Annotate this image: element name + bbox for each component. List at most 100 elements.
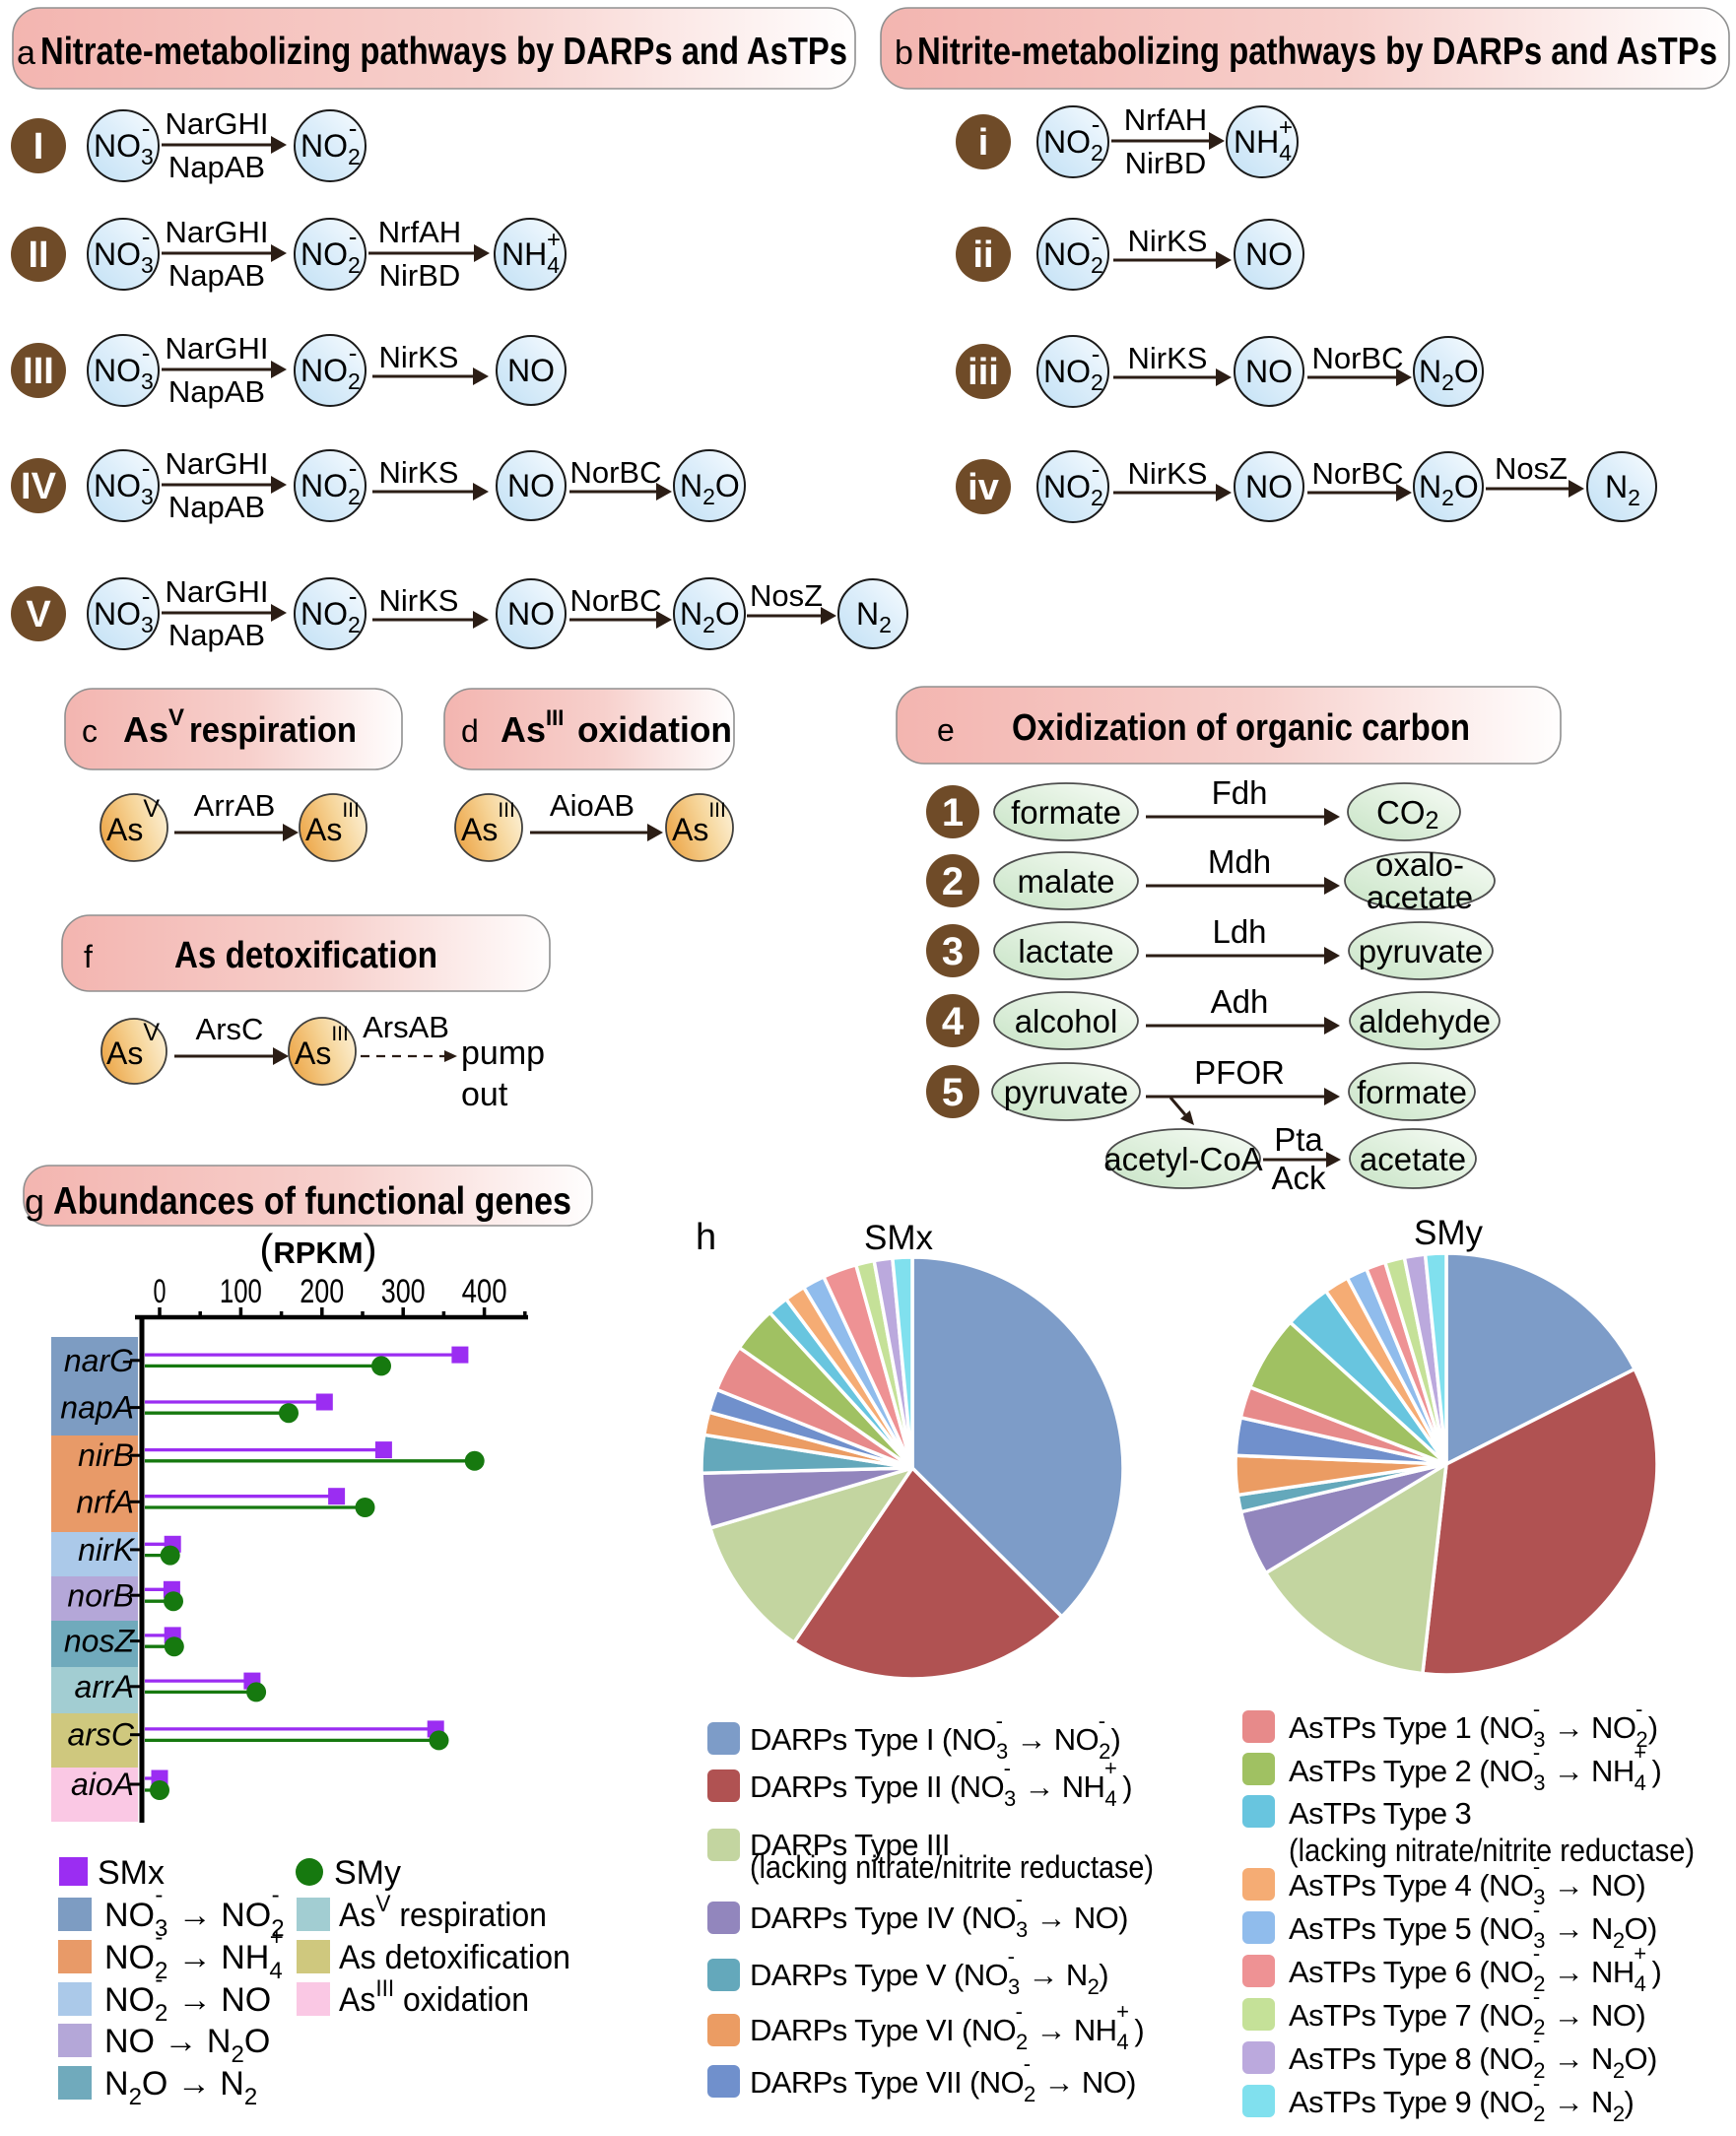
svg-text:II: II — [28, 234, 48, 276]
svg-text:Fdh: Fdh — [1212, 774, 1268, 811]
svg-text:napA: napA — [60, 1390, 134, 1426]
svg-text:IV: IV — [21, 466, 57, 507]
svg-text:acetate: acetate — [1367, 879, 1473, 915]
svg-text:c: c — [82, 713, 98, 749]
svg-text:DARPs Type II (NO3- → NH4+): DARPs Type II (NO3- → NH4+) — [750, 1756, 1132, 1811]
svg-text:Abundances of functional genes: Abundances of functional genes — [53, 1180, 571, 1223]
svg-text:Adh: Adh — [1211, 983, 1269, 1020]
svg-text:arsC: arsC — [67, 1717, 134, 1753]
svg-text:DARPs Type VII (NO2- → NO): DARPs Type VII (NO2- → NO) — [750, 2051, 1136, 2106]
svg-text:alcohol: alcohol — [1015, 1003, 1118, 1039]
svg-text:NarGHI: NarGHI — [165, 574, 268, 609]
svg-text:N2O: N2O — [1419, 469, 1479, 510]
svg-text:DARPs Type IV (NO3- → NO): DARPs Type IV (NO3- → NO) — [750, 1887, 1128, 1942]
svg-text:DARPs Type V (NO3- → N2): DARPs Type V (NO3- → N2) — [750, 1944, 1108, 1999]
svg-text:N2O → N2: N2O → N2 — [104, 2065, 257, 2110]
svg-text:As detoxification: As detoxification — [339, 1939, 570, 1976]
svg-text:h: h — [696, 1217, 716, 1258]
svg-text:(lacking nitrate/nitrite reduc: (lacking nitrate/nitrite reductase) — [1289, 1833, 1695, 1868]
svg-text:NO: NO — [507, 468, 555, 503]
svg-text:NirKS: NirKS — [1128, 224, 1208, 258]
svg-text:out: out — [461, 1076, 508, 1113]
svg-text:AsIII: AsIII — [501, 705, 564, 750]
svg-text:AioAB: AioAB — [550, 788, 634, 823]
svg-text:200: 200 — [300, 1273, 344, 1310]
svg-text:ArsAB: ArsAB — [363, 1010, 449, 1044]
svg-text:300: 300 — [381, 1273, 426, 1310]
svg-text:NO: NO — [1245, 236, 1293, 272]
svg-text:aioA: aioA — [71, 1767, 134, 1802]
svg-text:As detoxification: As detoxification — [174, 935, 437, 976]
svg-text:AsTPs Type 6 (NO2- → NH4+): AsTPs Type 6 (NO2- → NH4+) — [1289, 1941, 1661, 1996]
svg-text:NO: NO — [507, 596, 555, 632]
svg-text:NosZ: NosZ — [750, 578, 823, 613]
svg-text:NapAB: NapAB — [168, 490, 265, 524]
svg-text:lactate: lactate — [1018, 933, 1113, 969]
svg-text:III: III — [23, 351, 54, 392]
svg-text:NO → N2O: NO → N2O — [104, 2023, 270, 2068]
svg-text:AsV respiration: AsV respiration — [339, 1891, 547, 1934]
svg-text:NorBC: NorBC — [569, 455, 661, 490]
svg-text:pyruvate: pyruvate — [1004, 1074, 1129, 1110]
svg-text:100: 100 — [220, 1273, 262, 1310]
svg-text:Mdh: Mdh — [1208, 843, 1271, 880]
svg-text:nirB: nirB — [78, 1437, 134, 1473]
svg-text:acetate: acetate — [1360, 1141, 1466, 1177]
svg-text:NirKS: NirKS — [1128, 341, 1208, 375]
svg-text:norB: norB — [67, 1577, 134, 1613]
svg-text:respiration: respiration — [189, 709, 357, 750]
svg-text:AsTPs Type 3: AsTPs Type 3 — [1289, 1796, 1471, 1831]
svg-text:NO: NO — [507, 353, 555, 388]
svg-text:DARPs Type VI (NO2- → NH4+): DARPs Type VI (NO2- → NH4+) — [750, 1999, 1144, 2054]
svg-text:Ldh: Ldh — [1212, 913, 1266, 950]
svg-text:N2O: N2O — [680, 596, 740, 637]
svg-text:Oxidization of organic carbon: Oxidization of organic carbon — [1012, 707, 1470, 749]
svg-text:NarGHI: NarGHI — [165, 215, 268, 249]
svg-text:Nitrite-metabolizing pathways: Nitrite-metabolizing pathways by DARPs a… — [917, 31, 1717, 73]
svg-text:AsTPs Type 5 (NO3- → N2O): AsTPs Type 5 (NO3- → N2O) — [1289, 1898, 1657, 1953]
svg-text:AsTPs Type 7 (NO2- → NO): AsTPs Type 7 (NO2- → NO) — [1289, 1984, 1645, 2039]
svg-text:0: 0 — [154, 1273, 167, 1310]
svg-text:a: a — [17, 34, 35, 72]
svg-text:nirK: nirK — [78, 1532, 136, 1568]
svg-text:NO3- → NO2-: NO3- → NO2- — [104, 1882, 285, 1942]
svg-text:i: i — [978, 122, 989, 164]
svg-text:malate: malate — [1017, 863, 1114, 900]
svg-text:formate: formate — [1011, 794, 1121, 831]
svg-text:NrfAH: NrfAH — [378, 215, 461, 249]
svg-text:NapAB: NapAB — [168, 258, 265, 293]
svg-text:NrfAH: NrfAH — [1124, 102, 1207, 137]
svg-text:Pta: Pta — [1274, 1121, 1323, 1158]
svg-text:Ack: Ack — [1271, 1160, 1326, 1196]
svg-text:4: 4 — [942, 1000, 965, 1043]
svg-text:pyruvate: pyruvate — [1359, 933, 1484, 969]
svg-text:AsTPs Type 1 (NO3- → NO2-): AsTPs Type 1 (NO3- → NO2-) — [1289, 1697, 1657, 1752]
svg-text:formate: formate — [1357, 1074, 1467, 1110]
svg-text:NO2- → NO: NO2- → NO — [104, 1967, 271, 2027]
svg-text:1: 1 — [942, 791, 964, 834]
svg-text:NapAB: NapAB — [168, 374, 265, 409]
svg-text:NarGHI: NarGHI — [165, 446, 268, 481]
svg-text:g: g — [25, 1181, 44, 1222]
svg-text:oxidation: oxidation — [577, 709, 732, 750]
svg-text:narG: narG — [64, 1343, 134, 1378]
svg-text:arrA: arrA — [75, 1669, 134, 1704]
svg-text:acetyl-CoA: acetyl-CoA — [1103, 1141, 1262, 1177]
svg-text:iv: iv — [968, 467, 999, 508]
svg-text:N2O: N2O — [1419, 354, 1479, 395]
svg-text:d: d — [461, 713, 479, 749]
svg-text:f: f — [84, 939, 93, 974]
svg-text:NO: NO — [1245, 469, 1293, 504]
svg-text:NirKS: NirKS — [1128, 456, 1208, 491]
svg-text:b: b — [895, 34, 913, 72]
svg-text:oxalo-: oxalo- — [1375, 846, 1464, 883]
svg-text:NO: NO — [1245, 354, 1293, 389]
svg-text:SMx: SMx — [98, 1854, 165, 1892]
svg-text:2: 2 — [942, 860, 964, 903]
svg-text:nrfA: nrfA — [76, 1484, 134, 1519]
svg-text:NO2- → NH4+: NO2- → NH4+ — [104, 1924, 284, 1984]
svg-text:I: I — [33, 126, 44, 167]
svg-text:NapAB: NapAB — [168, 618, 265, 652]
svg-text:AsTPs Type 2 (NO3- → NH4+): AsTPs Type 2 (NO3- → NH4+) — [1289, 1740, 1661, 1795]
svg-text:Nitrate-metabolizing pathways: Nitrate-metabolizing pathways by DARPs a… — [40, 31, 847, 73]
